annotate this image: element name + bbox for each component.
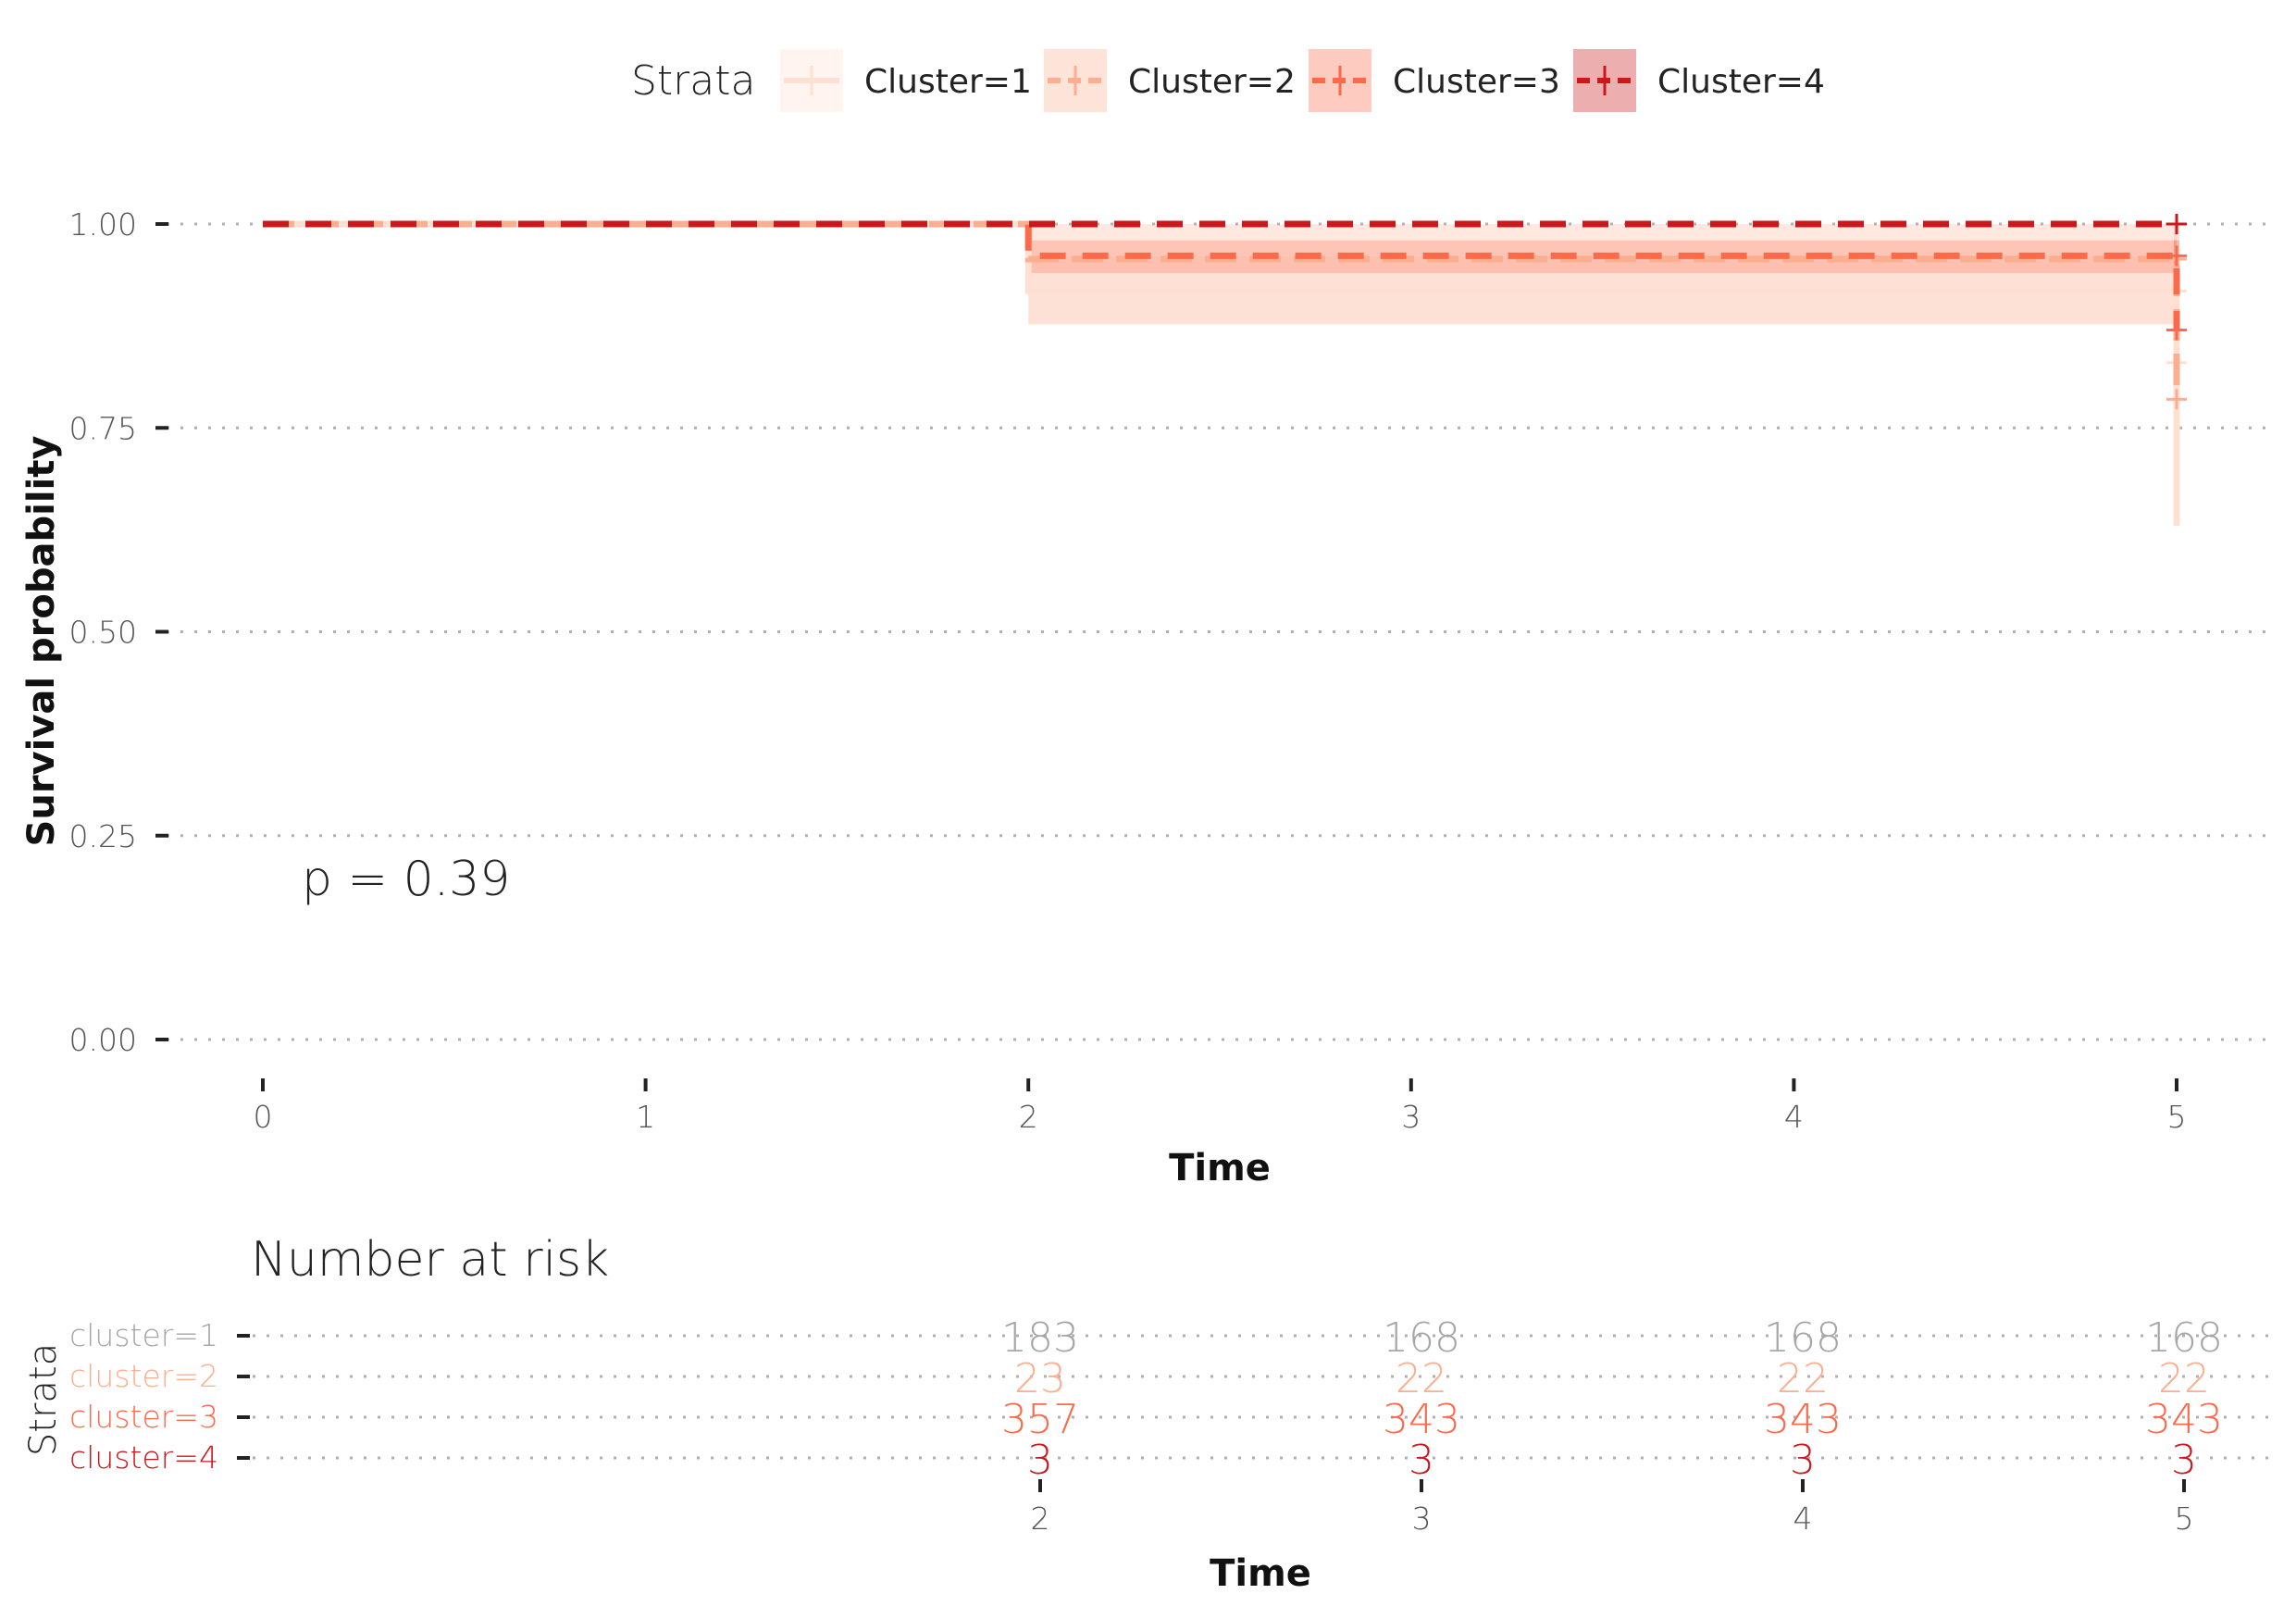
survival-line xyxy=(263,220,2180,396)
risk-x-tick-label: 5 xyxy=(2175,1501,2194,1537)
x-tick-label: 3 xyxy=(1401,1099,1421,1135)
x-tick-label: 0 xyxy=(254,1099,273,1135)
legend-label: Cluster=4 xyxy=(1657,63,1825,101)
censor-mark xyxy=(2166,389,2187,410)
legend-label: Cluster=3 xyxy=(1393,63,1560,101)
censor-mark xyxy=(2166,214,2187,234)
survival-line xyxy=(263,220,2180,330)
censor-mark xyxy=(2166,319,2187,341)
risk-count: 22 xyxy=(1396,1355,1447,1402)
y-tick-label: 0.00 xyxy=(69,1022,137,1058)
risk-count: 343 xyxy=(1383,1396,1460,1443)
risk-count: 3 xyxy=(1409,1437,1434,1484)
risk-table-title: Number at risk xyxy=(251,1232,609,1288)
risk-count: 168 xyxy=(1383,1314,1460,1362)
y-tick-label: 0.75 xyxy=(69,410,137,446)
risk-y-axis-label: Strata xyxy=(22,1343,65,1456)
x-tick-label: 1 xyxy=(636,1099,655,1135)
risk-count: 168 xyxy=(1764,1314,1842,1362)
y-tick-label: 0.25 xyxy=(69,818,137,854)
risk-count: 357 xyxy=(1001,1396,1079,1443)
risk-x-tick-label: 2 xyxy=(1031,1501,1050,1537)
risk-count: 343 xyxy=(1764,1396,1842,1443)
risk-count: 22 xyxy=(1777,1355,1829,1402)
risk-count: 22 xyxy=(2158,1355,2210,1402)
x-tick-label: 2 xyxy=(1019,1099,1038,1135)
risk-x-tick-label: 4 xyxy=(1793,1501,1813,1537)
risk-count: 183 xyxy=(1001,1314,1079,1362)
ci-band xyxy=(1028,224,2177,325)
risk-count: 343 xyxy=(2145,1396,2223,1443)
risk-x-tick-label: 3 xyxy=(1412,1501,1432,1537)
risk-count: 168 xyxy=(2145,1314,2223,1362)
y-axis-label: Survival probability xyxy=(20,436,63,847)
strata-label: cluster=3 xyxy=(69,1399,218,1435)
strata-label: cluster=2 xyxy=(69,1358,218,1394)
p-value-annotation: p = 0.39 xyxy=(302,852,510,907)
strata-label: cluster=1 xyxy=(69,1317,218,1353)
risk-count: 3 xyxy=(1027,1437,1053,1484)
y-tick-label: 1.00 xyxy=(69,206,137,243)
legend: Strata Cluster=1 Cluster=2 Cluster=3 Cluster… xyxy=(631,49,1825,112)
x-tick-label: 4 xyxy=(1784,1099,1804,1135)
x-axis-label: Time xyxy=(1169,1147,1271,1189)
risk-count: 3 xyxy=(2171,1437,2197,1484)
legend-label: Cluster=1 xyxy=(864,63,1032,101)
risk-x-axis-label: Time xyxy=(1210,1552,1311,1595)
y-tick-label: 0.50 xyxy=(69,615,137,651)
km-plot: 0.00 0.25 0.50 0.75 1.00 0 1 2 3 4 5 Time Survival p… xyxy=(20,206,2277,1189)
legend-title: Strata xyxy=(631,57,755,105)
risk-table: Number at risk cluster=1 183 168 168 168 clust… xyxy=(22,1232,2277,1595)
strata-label: cluster=4 xyxy=(69,1439,218,1476)
risk-count: 23 xyxy=(1014,1355,1066,1402)
censor-mark xyxy=(2166,245,2187,267)
legend-label: Cluster=2 xyxy=(1128,63,1296,101)
x-tick-label: 5 xyxy=(2167,1099,2187,1135)
risk-count: 3 xyxy=(1790,1437,1816,1484)
